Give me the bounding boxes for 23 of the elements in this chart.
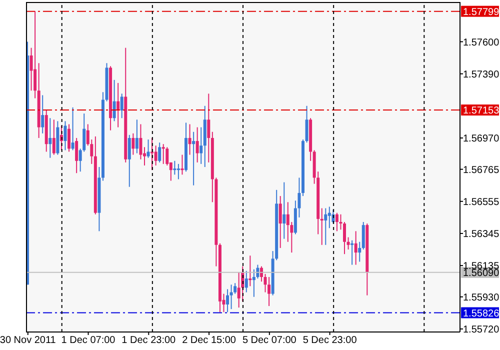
x-tick-label: 30 Nov 2011 [0, 335, 56, 346]
candlestick [320, 208, 324, 245]
x-tick-label: 5 Dec 23:00 [302, 335, 358, 346]
y-tick-label: 1.56970 [463, 134, 500, 145]
y-tick-label: 1.55720 [463, 324, 500, 336]
x-tick-label: 5 Dec 07:00 [242, 335, 297, 346]
candlestick [180, 154, 184, 175]
x-tick-label: 1 Dec 07:00 [61, 335, 116, 346]
candlestick [248, 256, 252, 286]
x-tick-label: 2 Dec 15:00 [182, 335, 236, 346]
y-tick-label: 1.56555 [463, 196, 500, 208]
ref-line-label: 1.57153 [463, 106, 500, 117]
y-tick-label: 1.55930 [463, 292, 500, 304]
candlestick [350, 240, 354, 265]
candlestick [192, 132, 196, 186]
y-tick-label: 1.56345 [463, 229, 500, 240]
ref-line-label: 1.55826 [463, 308, 500, 320]
x-tick-label: 1 Dec 23:00 [122, 335, 176, 346]
candlestick [162, 144, 165, 164]
ref-line-label: 1.57799 [463, 6, 500, 18]
y-tick-label: 1.57600 [463, 37, 500, 48]
y-tick-label: 1.57390 [463, 69, 500, 80]
y-tick-label: 1.56765 [463, 164, 500, 176]
